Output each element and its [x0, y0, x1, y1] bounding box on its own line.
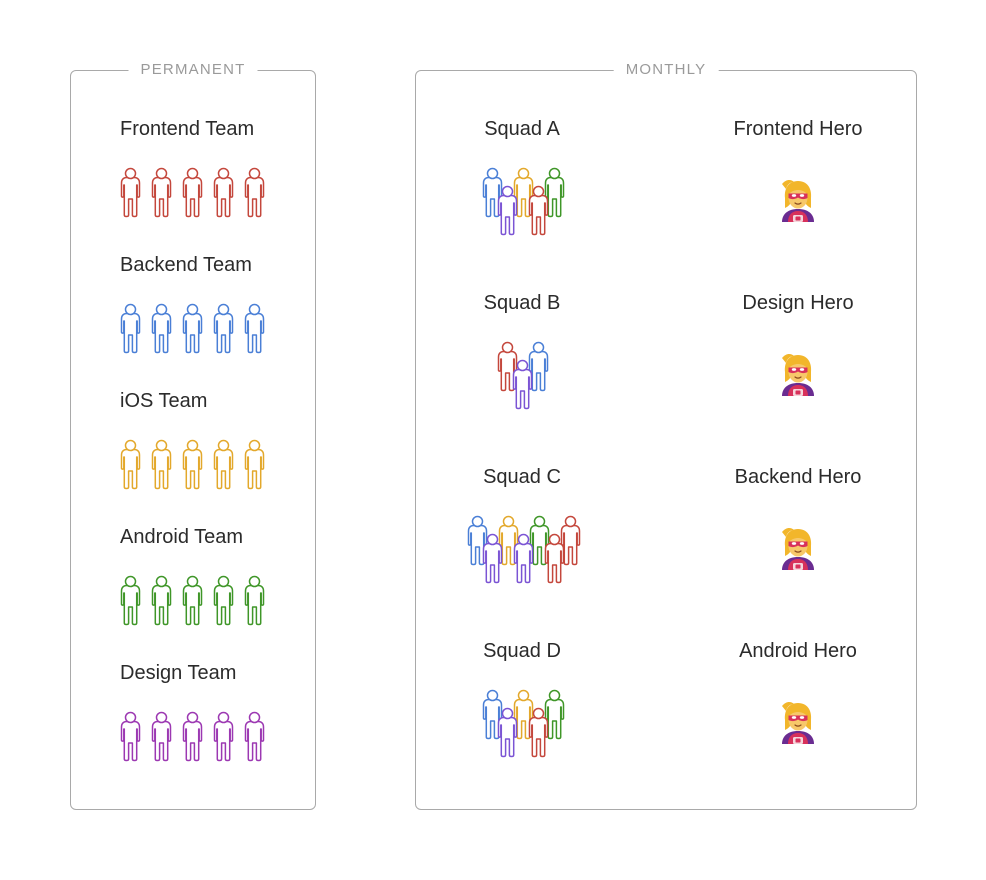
android-team-members	[120, 575, 265, 626]
person-icon	[244, 575, 265, 626]
person-icon	[151, 167, 172, 218]
squad-a-label: Squad A	[484, 118, 560, 140]
design-team-members	[120, 711, 265, 762]
squad-b-label: Squad B	[483, 292, 561, 314]
person-icon	[544, 167, 565, 218]
person-icon	[151, 303, 172, 354]
ios-team-label: iOS Team	[120, 390, 208, 412]
design-team-label: Design Team	[120, 662, 237, 684]
person-icon	[182, 711, 203, 762]
person-icon	[528, 185, 549, 236]
backend-hero-label: Backend Hero	[734, 466, 862, 488]
person-icon	[560, 515, 581, 566]
person-icon	[151, 711, 172, 762]
frontend-team-label: Frontend Team	[120, 118, 255, 140]
person-icon	[512, 359, 533, 410]
person-icon	[498, 515, 519, 566]
superhero-emoji-icon	[782, 353, 814, 396]
person-icon	[544, 533, 565, 584]
person-icon	[182, 439, 203, 490]
person-icon	[544, 689, 565, 740]
squad-c-members	[467, 515, 581, 584]
person-icon	[244, 167, 265, 218]
person-icon	[528, 707, 549, 758]
superhero-emoji-icon	[782, 527, 814, 570]
person-icon	[120, 303, 141, 354]
person-icon	[213, 303, 234, 354]
person-icon	[513, 533, 534, 584]
person-icon	[182, 575, 203, 626]
person-icon	[213, 439, 234, 490]
person-icon	[513, 689, 534, 740]
android-team-label: Android Team	[120, 526, 244, 548]
person-icon	[482, 689, 503, 740]
ios-team-members	[120, 439, 265, 490]
person-icon	[213, 167, 234, 218]
person-icon	[213, 575, 234, 626]
permanent-panel: PERMANENT	[70, 61, 316, 810]
frontend-hero-label: Frontend Hero	[733, 118, 863, 140]
squad-a-members	[482, 167, 565, 236]
squad-b-members	[497, 341, 549, 410]
person-icon	[182, 303, 203, 354]
android-hero-label: Android Hero	[739, 640, 857, 662]
person-icon	[482, 533, 503, 584]
person-icon	[482, 167, 503, 218]
person-icon	[151, 439, 172, 490]
person-icon	[182, 167, 203, 218]
monthly-title: MONTHLY	[613, 61, 719, 79]
person-icon	[244, 711, 265, 762]
person-icon	[120, 575, 141, 626]
monthly-panel: MONTHLY	[415, 61, 917, 810]
person-icon	[467, 515, 488, 566]
squad-d-members	[482, 689, 565, 758]
person-icon	[151, 575, 172, 626]
squad-d-label: Squad D	[483, 640, 561, 662]
person-icon	[497, 185, 518, 236]
frontend-team-members	[120, 167, 265, 218]
person-icon	[213, 711, 234, 762]
superhero-emoji-icon	[782, 179, 814, 222]
design-hero-label: Design Hero	[742, 292, 854, 314]
person-icon	[244, 439, 265, 490]
superhero-emoji-icon	[782, 701, 814, 744]
squad-c-label: Squad C	[483, 466, 561, 488]
person-icon	[120, 167, 141, 218]
person-icon	[497, 707, 518, 758]
person-icon	[120, 439, 141, 490]
permanent-title: PERMANENT	[128, 61, 258, 79]
backend-team-members	[120, 303, 265, 354]
backend-team-label: Backend Team	[120, 254, 252, 276]
person-icon	[244, 303, 265, 354]
person-icon	[120, 711, 141, 762]
